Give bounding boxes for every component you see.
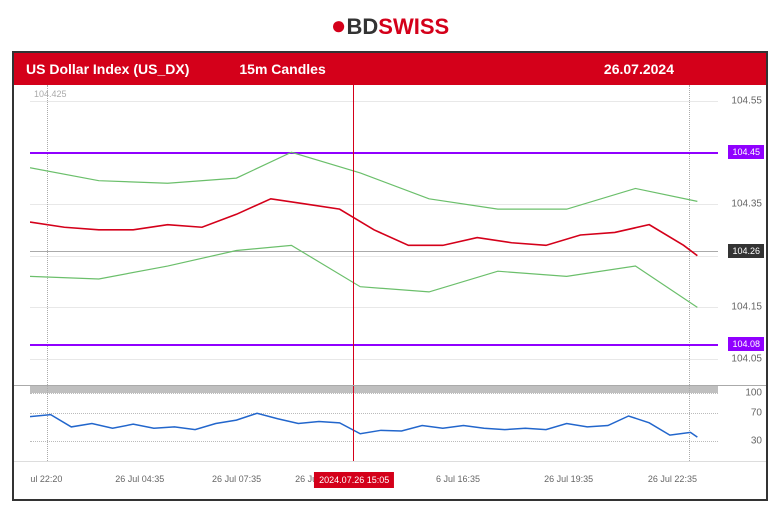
y-tick-label: 104.15 [731,302,762,313]
price-chart[interactable]: 104.425 104.45104.08104.26 104.05104.151… [14,85,766,385]
x-axis: ul 22:20 26 Jul 04:35 26 Jul 07:35 26 Jul 1… [14,461,766,499]
y-tick-label: 104.55 [731,95,762,106]
y-tick-label: 104.35 [731,198,762,209]
price-y-axis: 104.05 104.15 104.35 104.55 [720,85,766,385]
y-tick-label: 104.05 [731,354,762,365]
indicator-chart-area [30,386,718,461]
crosshair-vertical [353,386,354,461]
chart-title: US Dollar Index (US_DX) [26,61,189,77]
x-tick-label: 6 Jul 16:35 [436,474,480,484]
indicator-chart[interactable]: 30 70 100 [14,385,766,461]
indicator-line [30,386,718,461]
main-chart-area: 104.45104.08104.26 [30,85,718,385]
chart-container: US Dollar Index (US_DX) 15m Candles 26.0… [12,51,768,501]
x-tick-label: 26 Jul 22:35 [648,474,697,484]
logo: ●BDSWISS [0,0,780,51]
x-tick-label: 26 Jul 19:35 [544,474,593,484]
logo-dot: ● [331,10,347,40]
indicator-y-tick: 30 [751,435,762,446]
logo-swiss: SWISS [378,14,449,39]
chart-header: US Dollar Index (US_DX) 15m Candles 26.0… [14,53,766,85]
crosshair-time-label: 2024.07.26 15:05 [314,472,394,488]
overlay-lines [30,85,718,385]
chart-timeframe: 15m Candles [239,61,325,77]
x-tick-label: 26 Jul 07:35 [212,474,261,484]
indicator-y-axis: 30 70 100 [720,386,766,461]
logo-bd: BD [347,14,379,39]
x-tick-label: 26 Jul 04:35 [115,474,164,484]
indicator-y-tick: 70 [751,408,762,419]
indicator-y-tick: 100 [745,387,762,398]
crosshair-vertical [353,85,354,385]
x-tick-label: ul 22:20 [30,474,62,484]
chart-date: 26.07.2024 [604,61,674,77]
